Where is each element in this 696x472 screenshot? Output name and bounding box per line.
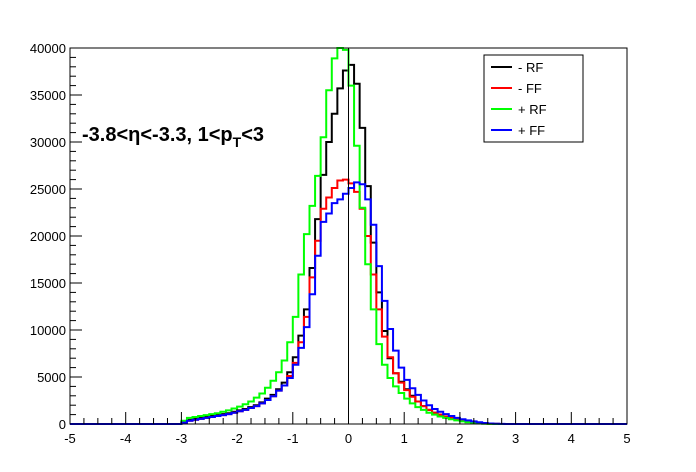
x-tick-label: -5	[64, 431, 76, 446]
legend-box	[483, 54, 584, 143]
x-tick-label: 1	[401, 431, 408, 446]
annotation-label: -3.8<η<-3.3, 1<pT<3	[82, 124, 264, 150]
legend: - RF - FF + RF + FF	[483, 54, 584, 143]
legend-label-1: - RF	[518, 60, 543, 75]
y-tick-label: 40000	[30, 41, 66, 56]
x-tick-label: -1	[287, 431, 299, 446]
legend-label-2: - FF	[518, 81, 542, 96]
annotation-subscript: T	[233, 134, 242, 150]
x-tick-label: 5	[623, 431, 630, 446]
y-tick-label: 10000	[30, 323, 66, 338]
x-tick-label: -2	[231, 431, 243, 446]
x-tick-label: 2	[456, 431, 463, 446]
x-tick-label: 3	[512, 431, 519, 446]
x-tick-label: 0	[345, 431, 352, 446]
x-tick-label: -3	[176, 431, 188, 446]
legend-label-4: + FF	[518, 123, 545, 138]
x-tick-label: 4	[568, 431, 575, 446]
y-tick-label: 25000	[30, 182, 66, 197]
y-tick-label: 15000	[30, 276, 66, 291]
axes-layer: -5 -4 -3 -2 -1 0 1 2 3 4 5 0 5000 10000 15000 20000 2500…	[30, 41, 631, 446]
y-tick-label: 5000	[37, 370, 66, 385]
annotation-tail: <3	[241, 124, 264, 146]
y-tick-label: 20000	[30, 229, 66, 244]
annotation-main: -3.8<η<-3.3, 1<p	[82, 124, 233, 146]
x-tick-label: -4	[120, 431, 132, 446]
legend-label-3: + RF	[518, 102, 547, 117]
series-line-3	[70, 47, 627, 425]
y-tick-label: 0	[59, 417, 66, 432]
y-tick-label: 30000	[30, 135, 66, 150]
y-tick-label: 35000	[30, 88, 66, 103]
